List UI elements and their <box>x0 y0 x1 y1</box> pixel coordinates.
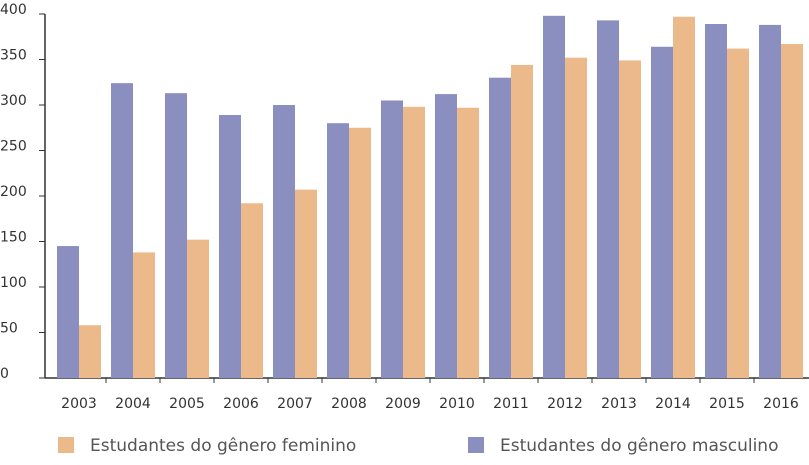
y-tick-label: 50 <box>0 321 18 337</box>
bar <box>79 325 101 378</box>
x-tick-label: 2014 <box>655 396 691 412</box>
bar <box>673 16 695 378</box>
bar <box>165 93 187 379</box>
x-tick-label: 2016 <box>763 396 799 412</box>
bar <box>543 15 565 378</box>
bar <box>403 106 425 378</box>
x-tick-label: 2009 <box>385 396 421 412</box>
bar <box>435 94 457 378</box>
x-tick-label: 2011 <box>493 396 529 412</box>
y-tick-label: 350 <box>0 48 27 64</box>
bar <box>457 107 479 378</box>
bar <box>187 239 209 378</box>
y-tick-label: 300 <box>0 93 27 109</box>
bar <box>619 60 641 378</box>
y-tick-label: 0 <box>0 366 9 382</box>
legend: Estudantes do gênero masculino <box>500 436 778 456</box>
bar <box>651 46 673 378</box>
y-tick-label: 400 <box>0 2 27 18</box>
bar <box>489 77 511 378</box>
bar <box>241 203 263 378</box>
x-tick-label: 2007 <box>277 396 313 412</box>
legend-swatch <box>58 437 74 453</box>
y-tick-label: 200 <box>0 184 27 200</box>
y-tick-label: 100 <box>0 275 27 291</box>
legend-swatch <box>468 437 484 453</box>
bar <box>381 100 403 378</box>
bar <box>133 252 155 378</box>
bar <box>57 246 79 378</box>
bar <box>295 189 317 378</box>
y-tick-label: 150 <box>0 230 27 246</box>
x-tick-label: 2010 <box>439 396 475 412</box>
bar <box>219 115 241 378</box>
bar <box>349 127 371 378</box>
x-tick-label: 2006 <box>223 396 259 412</box>
x-tick-label: 2008 <box>331 396 367 412</box>
bar <box>597 20 619 379</box>
bar <box>511 64 533 379</box>
bar <box>273 105 295 378</box>
x-tick-label: 2013 <box>601 396 637 412</box>
bar <box>565 57 587 379</box>
y-tick-label: 250 <box>0 139 27 155</box>
x-tick-label: 2005 <box>169 396 205 412</box>
x-tick-label: 2015 <box>709 396 745 412</box>
bar <box>781 44 803 378</box>
bar <box>759 24 781 378</box>
bar <box>327 123 349 378</box>
bar <box>111 83 133 378</box>
x-tick-label: 2012 <box>547 396 583 412</box>
bar <box>705 24 727 378</box>
legend: Estudantes do gênero feminino <box>90 436 356 456</box>
bar <box>727 48 749 379</box>
x-tick-label: 2004 <box>115 396 151 412</box>
x-tick-label: 2003 <box>61 396 97 412</box>
